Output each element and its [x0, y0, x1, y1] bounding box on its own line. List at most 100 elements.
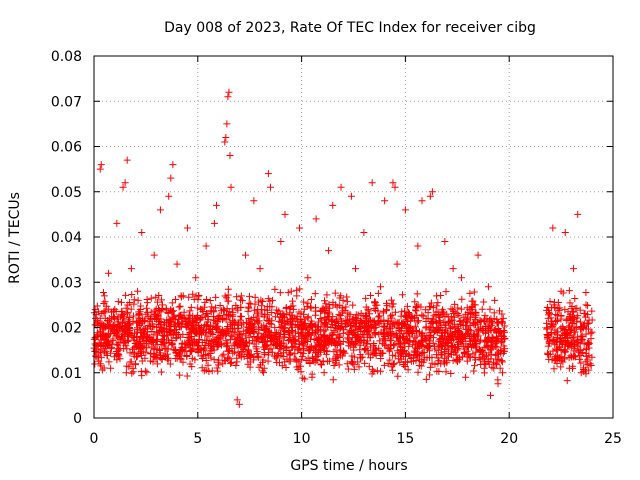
data-point	[119, 183, 127, 191]
data-point	[438, 308, 446, 316]
data-point	[251, 293, 259, 301]
data-point	[94, 353, 102, 361]
data-point	[393, 260, 401, 268]
data-point	[125, 363, 133, 371]
data-point	[221, 138, 229, 146]
data-point	[370, 368, 378, 375]
data-point	[343, 298, 351, 306]
data-point	[464, 351, 472, 359]
data-point	[314, 337, 322, 345]
data-point	[447, 324, 455, 332]
data-point	[103, 351, 111, 359]
data-point	[116, 355, 124, 363]
data-point	[366, 292, 374, 300]
data-point	[332, 334, 340, 342]
data-point	[254, 319, 262, 327]
data-point	[176, 371, 184, 379]
data-point	[129, 312, 137, 320]
data-point	[205, 325, 213, 333]
data-point	[317, 307, 325, 315]
data-point	[243, 338, 251, 346]
data-point	[362, 294, 370, 302]
data-point	[453, 346, 461, 354]
data-point	[549, 336, 557, 344]
data-point	[420, 353, 428, 361]
data-point	[242, 332, 250, 340]
data-point	[233, 396, 241, 404]
data-point	[186, 328, 194, 336]
data-point	[348, 358, 356, 366]
data-point	[388, 330, 396, 338]
data-point	[447, 305, 455, 313]
data-point	[262, 323, 270, 331]
data-point	[291, 350, 299, 358]
data-point	[122, 369, 130, 377]
data-point	[216, 312, 224, 320]
data-point	[398, 291, 406, 299]
data-point	[418, 197, 426, 205]
data-point	[422, 318, 430, 326]
data-point	[307, 342, 315, 350]
data-point	[223, 120, 231, 128]
data-point	[565, 287, 573, 295]
data-point	[268, 308, 276, 316]
data-point	[152, 293, 160, 301]
data-point	[565, 364, 573, 372]
data-point	[283, 317, 291, 325]
data-point	[433, 327, 441, 335]
data-point	[543, 303, 551, 311]
data-point	[388, 314, 396, 322]
data-point	[368, 366, 376, 374]
data-point	[136, 326, 144, 334]
data-point	[217, 307, 225, 315]
data-point	[236, 338, 244, 346]
data-point	[152, 351, 160, 359]
data-point	[123, 332, 131, 340]
data-point	[224, 285, 232, 293]
data-point	[443, 310, 451, 318]
data-point	[347, 322, 355, 330]
data-point	[194, 304, 202, 312]
data-point	[429, 334, 437, 342]
data-point	[233, 293, 241, 301]
data-point	[403, 313, 411, 321]
data-point	[234, 334, 242, 342]
data-point	[588, 316, 596, 324]
data-point	[109, 321, 117, 329]
data-point	[466, 305, 474, 313]
data-point	[498, 358, 506, 366]
data-point	[176, 311, 184, 319]
data-point	[147, 294, 155, 302]
data-point	[115, 346, 123, 354]
data-point	[94, 319, 102, 327]
data-point	[454, 304, 462, 312]
data-point	[226, 152, 234, 160]
data-point	[543, 324, 551, 332]
data-point	[361, 345, 369, 353]
data-point	[312, 215, 320, 223]
data-point	[258, 302, 266, 310]
data-point	[141, 367, 149, 375]
data-point	[229, 311, 237, 319]
data-point	[449, 357, 457, 365]
data-point	[334, 319, 342, 327]
data-point	[260, 364, 268, 372]
data-point	[427, 302, 435, 310]
data-point	[118, 335, 126, 343]
data-point	[250, 306, 258, 314]
data-point	[304, 299, 312, 307]
data-point	[585, 366, 593, 374]
data-point	[375, 320, 383, 328]
data-point	[372, 345, 380, 353]
data-point	[380, 335, 388, 343]
data-point	[175, 303, 183, 311]
data-point	[143, 336, 151, 344]
data-point	[183, 351, 191, 359]
data-point	[398, 308, 406, 316]
data-point	[101, 347, 109, 355]
data-point	[434, 346, 442, 354]
data-point	[195, 292, 203, 300]
data-point	[286, 330, 294, 338]
data-point	[225, 312, 233, 320]
data-point	[144, 322, 152, 330]
